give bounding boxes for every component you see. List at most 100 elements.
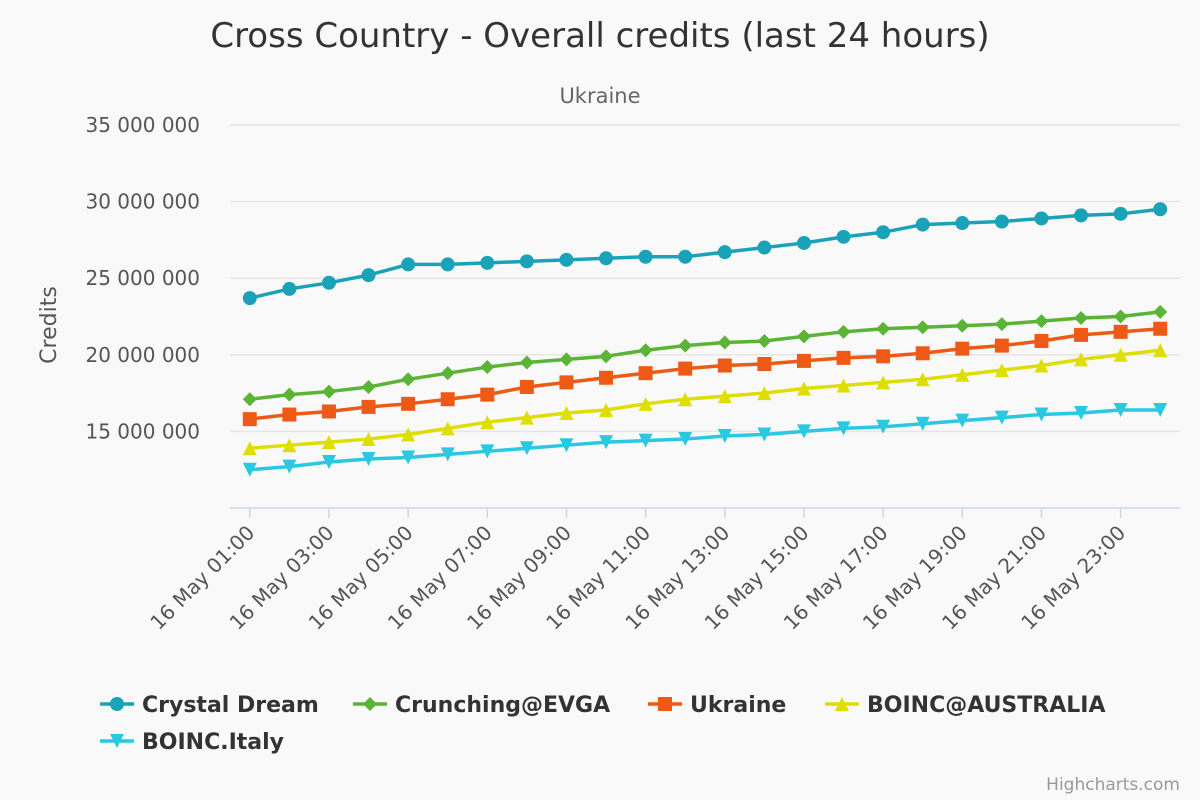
- data-point[interactable]: [994, 338, 1009, 353]
- legend-marker[interactable]: [835, 697, 849, 711]
- legend-item[interactable]: Crystal Dream: [100, 693, 319, 718]
- data-point[interactable]: [915, 346, 930, 361]
- data-point[interactable]: [638, 396, 653, 411]
- data-point[interactable]: [1153, 343, 1168, 358]
- data-point[interactable]: [796, 424, 811, 439]
- data-point[interactable]: [480, 444, 495, 459]
- data-point[interactable]: [321, 455, 336, 470]
- data-point[interactable]: [1074, 208, 1089, 223]
- data-point[interactable]: [440, 447, 455, 462]
- data-point[interactable]: [599, 402, 614, 417]
- data-point[interactable]: [559, 375, 574, 390]
- legend-item[interactable]: Crunching@EVGA: [353, 693, 610, 718]
- data-point[interactable]: [361, 379, 376, 394]
- data-point[interactable]: [717, 335, 732, 350]
- legend-item[interactable]: BOINC.Italy: [100, 730, 284, 755]
- data-point[interactable]: [1074, 406, 1089, 421]
- data-point[interactable]: [876, 419, 891, 434]
- data-point[interactable]: [1113, 402, 1128, 417]
- data-point[interactable]: [678, 249, 693, 264]
- data-point[interactable]: [1034, 211, 1049, 226]
- data-point[interactable]: [480, 360, 495, 375]
- data-point[interactable]: [599, 435, 614, 450]
- data-point[interactable]: [321, 275, 336, 290]
- data-point[interactable]: [836, 421, 851, 436]
- data-point[interactable]: [282, 281, 297, 296]
- data-point[interactable]: [796, 353, 811, 368]
- data-point[interactable]: [401, 450, 416, 465]
- data-point[interactable]: [836, 350, 851, 365]
- data-point[interactable]: [480, 387, 495, 402]
- data-point[interactable]: [876, 375, 891, 390]
- data-point[interactable]: [1153, 304, 1168, 319]
- data-point[interactable]: [836, 229, 851, 244]
- data-point[interactable]: [401, 427, 416, 442]
- data-point[interactable]: [955, 318, 970, 333]
- data-point[interactable]: [717, 358, 732, 373]
- data-point[interactable]: [559, 438, 574, 453]
- data-point[interactable]: [1074, 311, 1089, 326]
- data-point[interactable]: [480, 415, 495, 430]
- data-point[interactable]: [1153, 202, 1168, 217]
- data-point[interactable]: [994, 363, 1009, 378]
- data-point[interactable]: [915, 372, 930, 387]
- data-point[interactable]: [994, 317, 1009, 332]
- data-point[interactable]: [282, 387, 297, 402]
- data-point[interactable]: [757, 386, 772, 401]
- data-point[interactable]: [678, 392, 693, 407]
- data-point[interactable]: [559, 252, 574, 267]
- data-point[interactable]: [242, 441, 257, 456]
- data-point[interactable]: [876, 349, 891, 364]
- data-point[interactable]: [282, 407, 297, 422]
- data-point[interactable]: [955, 341, 970, 356]
- data-point[interactable]: [519, 441, 534, 456]
- data-point[interactable]: [519, 355, 534, 370]
- data-point[interactable]: [519, 379, 534, 394]
- data-point[interactable]: [1034, 314, 1049, 329]
- data-point[interactable]: [717, 428, 732, 443]
- data-point[interactable]: [440, 421, 455, 436]
- data-point[interactable]: [836, 378, 851, 393]
- data-point[interactable]: [796, 381, 811, 396]
- data-point[interactable]: [757, 240, 772, 255]
- data-point[interactable]: [1034, 407, 1049, 422]
- data-point[interactable]: [361, 451, 376, 466]
- data-point[interactable]: [1113, 206, 1128, 221]
- data-point[interactable]: [519, 410, 534, 425]
- data-point[interactable]: [401, 396, 416, 411]
- data-point[interactable]: [1074, 352, 1089, 367]
- data-point[interactable]: [242, 412, 257, 427]
- data-point[interactable]: [401, 372, 416, 387]
- legend-marker[interactable]: [363, 697, 377, 711]
- data-point[interactable]: [440, 366, 455, 381]
- data-point[interactable]: [876, 225, 891, 240]
- data-point[interactable]: [994, 214, 1009, 229]
- data-point[interactable]: [599, 251, 614, 266]
- data-point[interactable]: [638, 366, 653, 381]
- data-point[interactable]: [955, 216, 970, 231]
- data-point[interactable]: [796, 329, 811, 344]
- data-point[interactable]: [321, 404, 336, 419]
- data-point[interactable]: [480, 255, 495, 270]
- data-point[interactable]: [440, 257, 455, 272]
- legend-marker[interactable]: [110, 734, 124, 748]
- data-point[interactable]: [638, 433, 653, 448]
- legend-marker[interactable]: [658, 697, 672, 711]
- data-point[interactable]: [915, 217, 930, 232]
- data-point[interactable]: [559, 406, 574, 421]
- data-point[interactable]: [242, 462, 257, 477]
- data-point[interactable]: [717, 389, 732, 404]
- data-point[interactable]: [599, 349, 614, 364]
- data-point[interactable]: [757, 334, 772, 349]
- data-point[interactable]: [1113, 309, 1128, 324]
- data-point[interactable]: [282, 459, 297, 474]
- data-point[interactable]: [876, 321, 891, 336]
- data-point[interactable]: [955, 413, 970, 428]
- data-point[interactable]: [1153, 402, 1168, 417]
- data-point[interactable]: [1034, 358, 1049, 373]
- data-point[interactable]: [678, 338, 693, 353]
- data-point[interactable]: [361, 399, 376, 414]
- data-point[interactable]: [1113, 347, 1128, 362]
- data-point[interactable]: [1153, 321, 1168, 336]
- data-point[interactable]: [440, 392, 455, 407]
